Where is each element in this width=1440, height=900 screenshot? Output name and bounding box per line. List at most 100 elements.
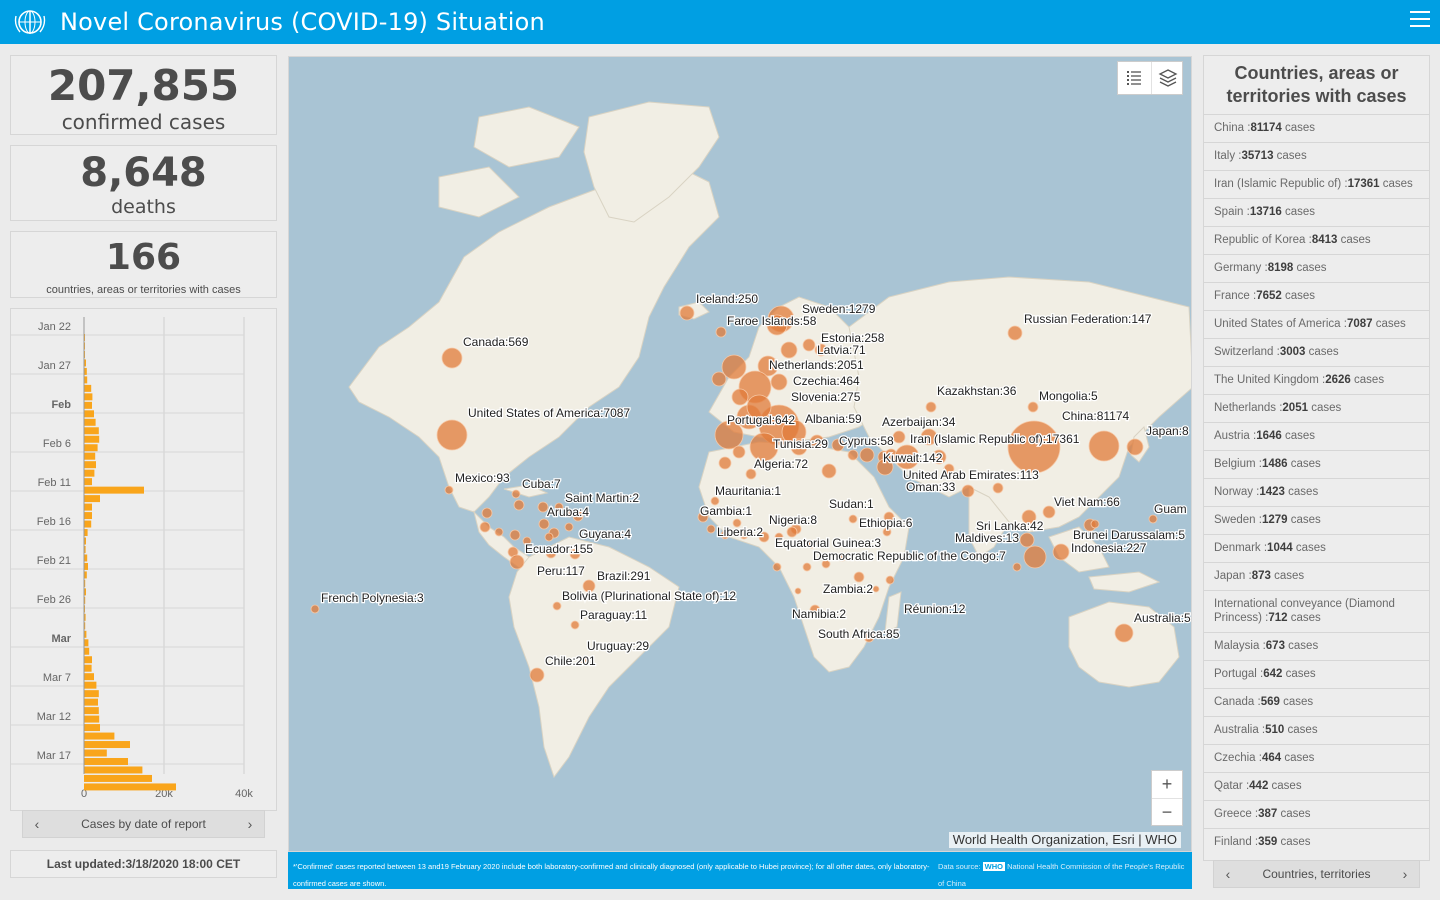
case-bubble[interactable] <box>545 547 557 559</box>
bar[interactable] <box>84 630 87 638</box>
case-bubble[interactable] <box>1019 532 1035 548</box>
bar[interactable] <box>84 673 94 681</box>
case-bubble[interactable] <box>992 482 1004 494</box>
bar[interactable] <box>84 749 107 757</box>
case-bubble[interactable] <box>509 554 525 570</box>
bar[interactable] <box>84 690 99 698</box>
bar[interactable] <box>84 435 100 443</box>
country-list-item[interactable]: International conveyance (Diamond Prince… <box>1204 590 1429 632</box>
case-bubble[interactable] <box>809 434 825 450</box>
case-bubble[interactable] <box>579 656 587 664</box>
case-bubble[interactable] <box>1021 509 1037 525</box>
case-bubble[interactable] <box>679 305 695 321</box>
case-bubble[interactable] <box>511 489 521 499</box>
bar[interactable] <box>84 376 88 384</box>
case-bubble[interactable] <box>920 428 938 446</box>
cases-by-date-chart[interactable]: 0 20k 40k Jan 22 Jan 27 Feb Feb 6 Feb 11 Feb 16 F… <box>10 308 277 811</box>
bar[interactable] <box>84 783 176 791</box>
legend-list-icon[interactable] <box>1118 62 1150 94</box>
bar[interactable] <box>84 664 92 672</box>
case-bubble[interactable] <box>721 354 747 380</box>
case-bubble[interactable] <box>863 631 875 643</box>
case-bubble[interactable] <box>739 530 749 540</box>
case-bubble[interactable] <box>837 552 847 562</box>
country-list-item[interactable]: Sweden :1279 cases <box>1204 506 1429 534</box>
country-list-item[interactable]: Italy :35713 cases <box>1204 142 1429 170</box>
bar[interactable] <box>84 613 86 621</box>
bar[interactable] <box>84 698 98 706</box>
country-list-item[interactable]: Czechia :464 cases <box>1204 744 1429 772</box>
bar[interactable] <box>84 461 96 469</box>
case-bubble[interactable] <box>494 527 504 537</box>
case-bubble[interactable] <box>570 620 580 630</box>
bar[interactable] <box>84 562 88 570</box>
case-bubble[interactable] <box>731 388 749 406</box>
bar[interactable] <box>84 707 99 715</box>
case-bubble[interactable] <box>529 667 545 683</box>
case-bubble[interactable] <box>1012 562 1022 572</box>
case-bubble[interactable] <box>1088 430 1120 462</box>
country-list-item[interactable]: Iran (Islamic Republic of) :17361 cases <box>1204 170 1429 198</box>
case-bubble[interactable] <box>310 604 320 614</box>
case-bubble[interactable] <box>715 326 727 338</box>
bar[interactable] <box>84 639 89 647</box>
case-bubble[interactable] <box>732 518 742 528</box>
case-bubble[interactable] <box>794 587 802 595</box>
zoom-in-button[interactable]: + <box>1161 774 1173 794</box>
bar[interactable] <box>84 393 93 401</box>
case-bubble[interactable] <box>943 463 955 475</box>
case-bubble[interactable] <box>1052 543 1070 561</box>
country-list-item[interactable]: United States of America :7087 cases <box>1204 310 1429 338</box>
bar[interactable] <box>84 418 96 426</box>
bar[interactable] <box>84 452 96 460</box>
case-bubble[interactable] <box>481 507 493 519</box>
case-bubble[interactable] <box>1148 514 1158 524</box>
bar[interactable] <box>84 512 92 520</box>
case-bubble[interactable] <box>821 559 831 569</box>
bar[interactable] <box>84 410 94 418</box>
case-bubble[interactable] <box>522 536 532 546</box>
case-bubble[interactable] <box>961 484 975 498</box>
case-bubble[interactable] <box>1114 623 1134 643</box>
zoom-out-button[interactable]: − <box>1152 798 1182 825</box>
case-bubble[interactable] <box>1090 519 1100 529</box>
bar[interactable] <box>84 444 98 452</box>
case-bubble[interactable] <box>757 355 779 377</box>
case-bubble[interactable] <box>572 510 584 522</box>
case-bubble[interactable] <box>802 338 816 352</box>
case-bubble[interactable] <box>770 373 788 391</box>
case-bubble[interactable] <box>710 496 720 506</box>
case-bubble[interactable] <box>1023 545 1047 569</box>
country-list-item[interactable]: Malaysia :673 cases <box>1204 632 1429 660</box>
bar[interactable] <box>84 596 86 604</box>
case-bubble[interactable] <box>847 449 859 461</box>
bar[interactable] <box>84 427 99 435</box>
country-list-item[interactable]: Belgium :1486 cases <box>1204 450 1429 478</box>
case-bubble[interactable] <box>732 445 746 459</box>
bar[interactable] <box>84 529 88 537</box>
case-bubble[interactable] <box>859 447 875 463</box>
country-list-item[interactable]: France :7652 cases <box>1204 282 1429 310</box>
bar[interactable] <box>84 656 92 664</box>
bar[interactable] <box>84 588 86 596</box>
case-bubble[interactable] <box>436 419 468 451</box>
chevron-right-icon[interactable]: › <box>247 816 253 832</box>
case-bubble[interactable] <box>441 347 463 369</box>
case-bubble[interactable] <box>814 343 828 357</box>
case-bubble[interactable] <box>745 468 757 480</box>
case-bubble[interactable] <box>774 532 784 542</box>
country-list-item[interactable]: Spain :13716 cases <box>1204 198 1429 226</box>
case-bubble[interactable] <box>876 458 894 476</box>
case-bubble[interactable] <box>513 499 525 511</box>
case-bubble[interactable] <box>758 531 770 543</box>
country-list-item[interactable]: Qatar :442 cases <box>1204 772 1429 800</box>
layers-icon[interactable] <box>1151 62 1183 94</box>
case-bubble[interactable] <box>925 401 937 413</box>
case-bubble[interactable] <box>714 420 744 450</box>
case-bubble[interactable] <box>807 539 817 549</box>
bar[interactable] <box>84 622 86 630</box>
country-list-item[interactable]: Denmark :1044 cases <box>1204 534 1429 562</box>
country-list-item[interactable]: Netherlands :2051 cases <box>1204 394 1429 422</box>
country-list-item[interactable]: Germany :8198 cases <box>1204 254 1429 282</box>
country-list-item[interactable]: The United Kingdom :2626 cases <box>1204 366 1429 394</box>
